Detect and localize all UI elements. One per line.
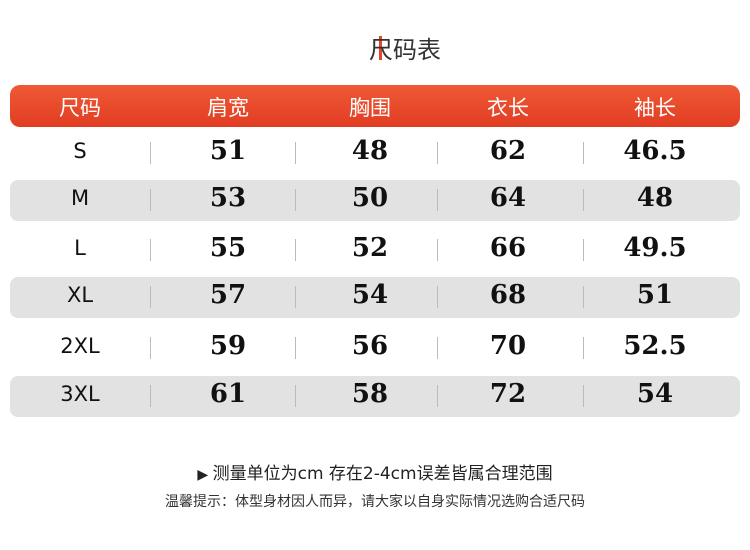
size-label: 3XL	[60, 382, 100, 406]
size-label: 2XL	[60, 334, 100, 358]
measure-cell: 49.5	[623, 233, 687, 263]
title-text: 尺码表	[369, 36, 441, 64]
header-cell: 衣长	[487, 96, 529, 120]
column-separator	[295, 385, 296, 407]
measure-cell: 52.5	[623, 331, 687, 361]
column-separator	[583, 385, 584, 407]
column-separator	[583, 337, 584, 359]
measure-cell: 52	[351, 233, 389, 263]
column-separator	[583, 189, 584, 211]
header-cell: 胸围	[349, 96, 391, 120]
column-separator	[295, 239, 296, 261]
measure-cell: 57	[209, 280, 247, 310]
title: 尺码表	[0, 30, 750, 65]
note: ▶ 测量单位为cm 存在2-4cm误差皆属合理范围	[0, 459, 750, 484]
measure-cell: 54	[636, 379, 674, 409]
row-stripe	[10, 277, 740, 318]
row-stripe	[10, 180, 740, 221]
column-separator	[295, 337, 296, 359]
header-cell: 袖长	[634, 96, 676, 120]
measure-cell: 62	[489, 136, 527, 166]
measure-cell: 56	[351, 331, 389, 361]
size-label: M	[70, 186, 90, 210]
measure-cell: 50	[351, 183, 389, 213]
column-separator	[583, 239, 584, 261]
size-label: XL	[66, 283, 94, 307]
column-separator	[437, 142, 438, 164]
column-separator	[150, 142, 151, 164]
measure-cell: 66	[489, 233, 527, 263]
size-label: L	[74, 236, 86, 260]
column-separator	[437, 286, 438, 308]
row-stripe	[10, 376, 740, 417]
note-text: 温馨提示：体型身材因人而异，请大家以自身实际情况选购合适尺码	[165, 494, 585, 510]
measure-cell: 55	[209, 233, 247, 263]
measure-cell: 48	[351, 136, 389, 166]
column-separator	[583, 286, 584, 308]
column-separator	[437, 337, 438, 359]
measure-cell: 46.5	[623, 136, 687, 166]
note-text: 测量单位为cm 存在2-4cm误差皆属合理范围	[212, 464, 553, 484]
measure-cell: 61	[209, 379, 247, 409]
header-bar	[10, 85, 740, 127]
note: 温馨提示：体型身材因人而异，请大家以自身实际情况选购合适尺码	[0, 491, 750, 511]
measure-cell: 72	[489, 379, 527, 409]
arrow-icon: ▶	[197, 467, 213, 483]
column-separator	[583, 142, 584, 164]
measure-cell: 53	[209, 183, 247, 213]
measure-cell: 68	[489, 280, 527, 310]
column-separator	[295, 189, 296, 211]
measure-cell: 64	[489, 183, 527, 213]
column-separator	[150, 239, 151, 261]
column-separator	[437, 385, 438, 407]
measure-cell: 58	[351, 379, 389, 409]
column-separator	[295, 286, 296, 308]
column-separator	[295, 142, 296, 164]
header-cell: 肩宽	[207, 96, 249, 120]
column-separator	[150, 189, 151, 211]
measure-cell: 59	[209, 331, 247, 361]
size-label: S	[73, 139, 87, 163]
measure-cell: 48	[636, 183, 674, 213]
measure-cell: 54	[351, 280, 389, 310]
column-separator	[150, 337, 151, 359]
column-separator	[150, 286, 151, 308]
column-separator	[437, 239, 438, 261]
column-separator	[437, 189, 438, 211]
measure-cell: 51	[209, 136, 247, 166]
header-cell: 尺码	[59, 96, 101, 120]
column-separator	[150, 385, 151, 407]
measure-cell: 51	[636, 280, 674, 310]
title-accent	[379, 36, 382, 60]
measure-cell: 70	[489, 331, 527, 361]
